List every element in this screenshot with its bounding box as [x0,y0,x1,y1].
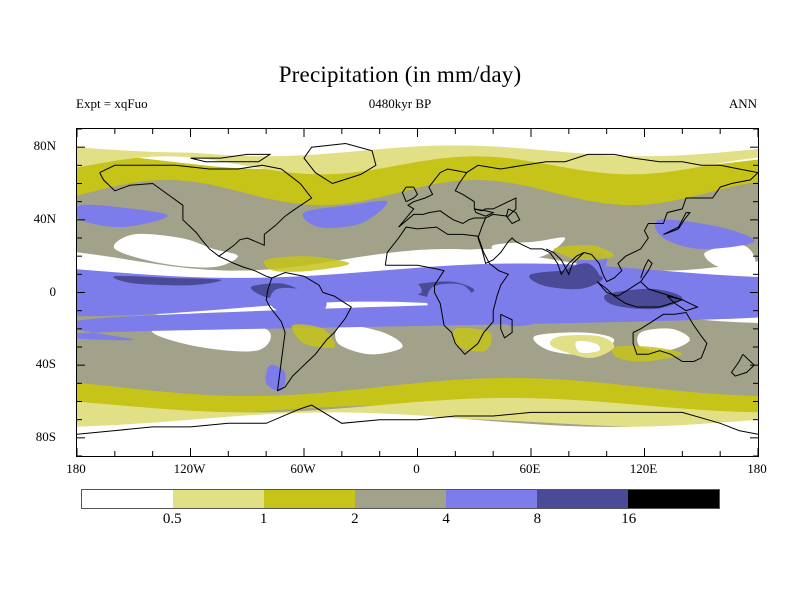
experiment-label: Expt = xqFuo [76,96,148,111]
colorbar-tick-label: 4 [442,511,450,527]
colorbar-band [537,490,628,508]
x-axis-tick-label: 60E [519,461,541,476]
colorbar-tick-label: 8 [533,511,542,527]
colorbar [81,489,720,509]
season-label: ANN [728,96,757,111]
colorbar-band [446,490,537,508]
chart-subtitle: 0480kyr BP [368,96,432,111]
x-axis-tick-label: 180 [66,461,86,476]
colorbar-tick-label: 2 [351,511,359,527]
y-axis-tick-label: 80S [35,428,56,444]
page-title: Precipitation (in mm/day) [278,62,522,87]
colorbar-band [355,490,446,508]
x-axis-tick-label: 60W [290,461,316,476]
y-axis-tick-label: 40N [33,210,56,226]
y-axis-tick-label: 80N [33,138,56,154]
colorbar-tick-label: 0.5 [162,511,182,527]
colorbar-band [82,490,173,508]
x-axis-tick-label: 120W [173,461,206,476]
y-axis-tick-label: 40S [35,356,56,372]
colorbar-band [628,490,719,508]
y-axis-labels: 80N 40N 0 40S 80S [0,128,68,455]
colorbar-tick-label: 1 [259,511,268,527]
colorbar-labels: 0.5 1 2 4 8 16 [81,511,720,533]
colorbar-band [264,490,355,508]
colorbar-tick-label: 16 [621,511,637,527]
x-axis-tick-label: 120E [629,461,658,476]
colorbar-band [173,490,264,508]
x-axis-tick-label: 180 [747,461,767,476]
map-plot-area [76,128,759,457]
x-axis-tick-label: 0 [413,461,420,476]
precipitation-map [77,129,758,456]
x-axis-labels: 180 120W 60W 0 60E 120E 180 [66,461,767,481]
y-axis-tick-label: 0 [49,283,57,299]
